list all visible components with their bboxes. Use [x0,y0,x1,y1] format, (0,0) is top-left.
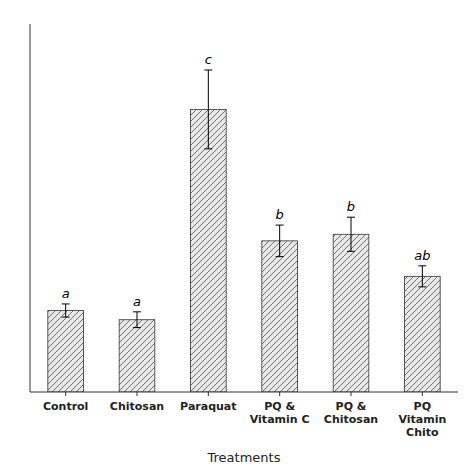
error-bar [418,266,426,287]
bar [405,276,441,392]
annotation: b [276,207,284,222]
error-bar [62,304,70,317]
error-bar [276,225,284,257]
error-bar [133,312,141,328]
annotation: a [62,286,70,301]
bar [191,109,227,392]
x-tick-label: Chitosan [110,400,164,413]
annotation: a [133,294,141,309]
annotation: b [347,199,355,214]
x-tick [65,392,66,396]
x-tick [208,392,209,396]
x-tick-label: Paraquat [180,400,236,413]
annotation: c [205,52,212,67]
x-tick-label: PQVitaminChito [398,400,446,439]
error-bar [204,70,212,149]
x-axis-label: Treatments [207,450,281,465]
x-tick-label: PQ &Vitamin C [250,400,310,426]
bar [119,320,155,392]
x-tick-label: PQ &Chitosan [324,400,378,426]
x-tick [137,392,138,396]
bar [262,241,298,392]
annotation: ab [414,248,430,263]
x-tick-label: Control [43,400,88,413]
x-tick [279,392,280,396]
x-axis-line [30,392,458,393]
bar [333,234,369,392]
bar [48,311,84,392]
x-tick [351,392,352,396]
plot-area [48,70,440,392]
x-tick [422,392,423,396]
y-axis-line [30,24,31,392]
chart: a a c b b ab Control Chitosan Paraquat PQ &Vitami… [0,0,474,474]
error-bar [347,217,355,251]
